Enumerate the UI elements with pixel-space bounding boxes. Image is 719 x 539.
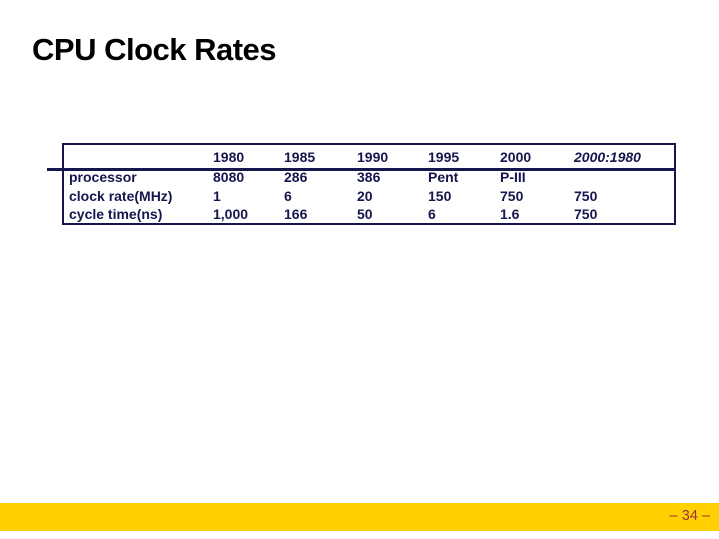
table-header-cell-2000: 2000 (500, 148, 532, 165)
table-cell: 286 (284, 169, 308, 186)
table-row-cycle-time: cycle time(ns) 1,000 166 50 6 1.6 750 (64, 205, 674, 223)
table-header-cell-ratio: 2000:1980 (574, 148, 641, 165)
table-cell: 386 (357, 169, 381, 186)
table-cell: 8080 (213, 169, 245, 186)
table-cell: P-III (500, 169, 526, 186)
table-header-cell-1985: 1985 (284, 148, 316, 165)
table-cell: 750 (574, 187, 598, 204)
table-cell: 20 (357, 187, 373, 204)
table-cell: 750 (574, 205, 598, 222)
table-header-cell-1990: 1990 (357, 148, 389, 165)
table-header-cell-1980: 1980 (213, 148, 245, 165)
page-number: – 34 – (669, 508, 710, 524)
table-header-separator (47, 168, 676, 171)
row-label: processor (69, 169, 137, 186)
table-header-row: 1980 1985 1990 1995 2000 2000:1980 (64, 145, 674, 168)
row-label: cycle time(ns) (69, 205, 163, 222)
cpu-clock-table: 1980 1985 1990 1995 2000 2000:1980 proce… (47, 143, 676, 225)
table-header-cell-1995: 1995 (428, 148, 460, 165)
table-cell: 750 (500, 187, 524, 204)
slide-title: CPU Clock Rates (32, 32, 277, 67)
row-label: clock rate(MHz) (69, 187, 173, 204)
table-row-clock-rate: clock rate(MHz) 1 6 20 150 750 750 (64, 186, 674, 204)
table-cell: Pent (428, 169, 459, 186)
table-cell: 166 (284, 205, 308, 222)
table-cell: 6 (428, 205, 436, 222)
table-cell: 1,000 (213, 205, 249, 222)
table-cell: 6 (284, 187, 292, 204)
table-cell: 150 (428, 187, 452, 204)
table-cell: 1 (213, 187, 221, 204)
table-row-processor: processor 8080 286 386 Pent P-III (64, 168, 674, 186)
table-cell: 1.6 (500, 205, 520, 222)
footer-bar: – 34 – (0, 503, 719, 531)
table-cell: 50 (357, 205, 373, 222)
